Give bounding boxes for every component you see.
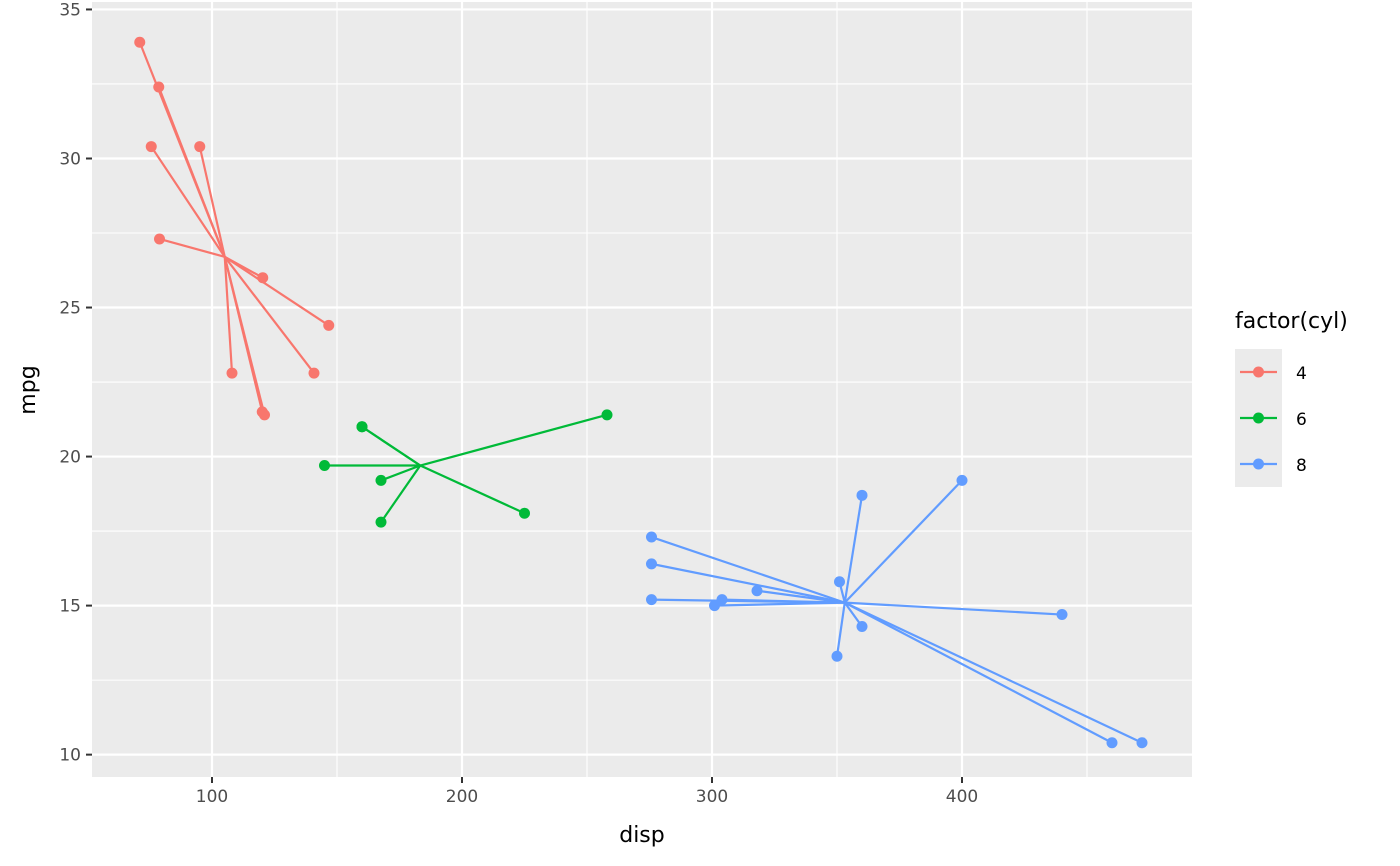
point-8	[1136, 737, 1148, 749]
point-8	[856, 489, 868, 501]
segment-8	[843, 495, 864, 603]
segment-8	[651, 562, 845, 604]
y-axis-title: mpg	[16, 365, 41, 414]
point-4	[226, 367, 238, 379]
segment-6	[380, 464, 421, 482]
segment-4	[223, 256, 266, 416]
y-tick-label: 30	[59, 149, 81, 169]
point-8	[1106, 737, 1118, 749]
legend-key-point-4	[1253, 366, 1264, 378]
segment-8	[756, 589, 845, 604]
point-8	[856, 620, 868, 632]
segments	[138, 41, 1143, 744]
point-8	[751, 585, 763, 597]
y-tick-label: 15	[59, 597, 81, 617]
segment-8	[844, 601, 1143, 744]
segment-8	[844, 601, 1113, 744]
x-tick-label: 200	[446, 787, 478, 807]
segment-4	[198, 146, 226, 258]
y-tick-label: 25	[59, 299, 81, 319]
grid-minor	[92, 2, 1192, 777]
segment-6	[419, 413, 608, 467]
x-tick-label: 100	[196, 787, 228, 807]
point-8	[709, 600, 720, 612]
segment-8	[844, 601, 1063, 616]
point-4	[194, 141, 206, 153]
legend-title: factor(cyl)	[1235, 309, 1348, 334]
point-4	[154, 233, 165, 245]
segment-4	[223, 256, 234, 374]
point-6	[319, 460, 330, 472]
segment-4	[138, 41, 226, 258]
y-tick-label: 35	[59, 0, 81, 20]
point-6	[601, 409, 613, 421]
segment-8	[714, 601, 845, 607]
segment-4	[223, 256, 315, 374]
x-tick-label: 400	[946, 787, 978, 807]
segment-6	[419, 464, 525, 515]
legend-key-point-6	[1253, 412, 1264, 424]
point-8	[646, 531, 657, 543]
point-8	[956, 474, 968, 486]
segment-6	[380, 464, 422, 523]
segment-8	[835, 602, 846, 657]
legend: factor(cyl) 4 6 8	[1235, 309, 1348, 487]
point-8	[1056, 609, 1068, 621]
point-4	[259, 409, 270, 421]
point-4	[323, 319, 335, 331]
legend-key-point-8	[1253, 458, 1264, 470]
legend-label-4: 4	[1296, 364, 1307, 384]
segment-8	[651, 536, 846, 604]
grid-major	[92, 2, 1192, 777]
point-4	[257, 272, 269, 284]
point-6	[375, 516, 387, 528]
point-6	[519, 507, 530, 519]
y-axis: 10 15 20 25 30 35	[59, 0, 92, 766]
point-8	[716, 594, 728, 606]
segment-6	[361, 425, 421, 467]
segment-4	[159, 237, 226, 258]
point-4	[308, 367, 320, 379]
point-8	[646, 594, 657, 606]
x-tick-label: 300	[696, 787, 728, 807]
segment-4	[150, 145, 226, 258]
legend-entries: 4 6 8	[1240, 364, 1307, 476]
legend-label-6: 6	[1296, 410, 1307, 430]
segment-4	[224, 255, 264, 279]
point-6	[375, 474, 387, 486]
x-axis: 100 200 300 400	[196, 777, 978, 807]
point-8	[831, 650, 843, 662]
point-8	[646, 558, 657, 570]
y-tick-label: 10	[59, 746, 81, 766]
point-4	[153, 81, 165, 93]
y-tick-label: 20	[59, 448, 81, 468]
segment-8	[843, 479, 963, 604]
x-axis-title: disp	[619, 823, 665, 848]
points	[134, 36, 1148, 749]
point-6	[356, 421, 368, 433]
segment-4	[224, 255, 330, 327]
point-4	[134, 36, 146, 48]
plot-panel	[92, 2, 1192, 777]
point-4	[145, 141, 157, 153]
legend-label-8: 8	[1296, 456, 1307, 476]
point-8	[834, 576, 845, 588]
